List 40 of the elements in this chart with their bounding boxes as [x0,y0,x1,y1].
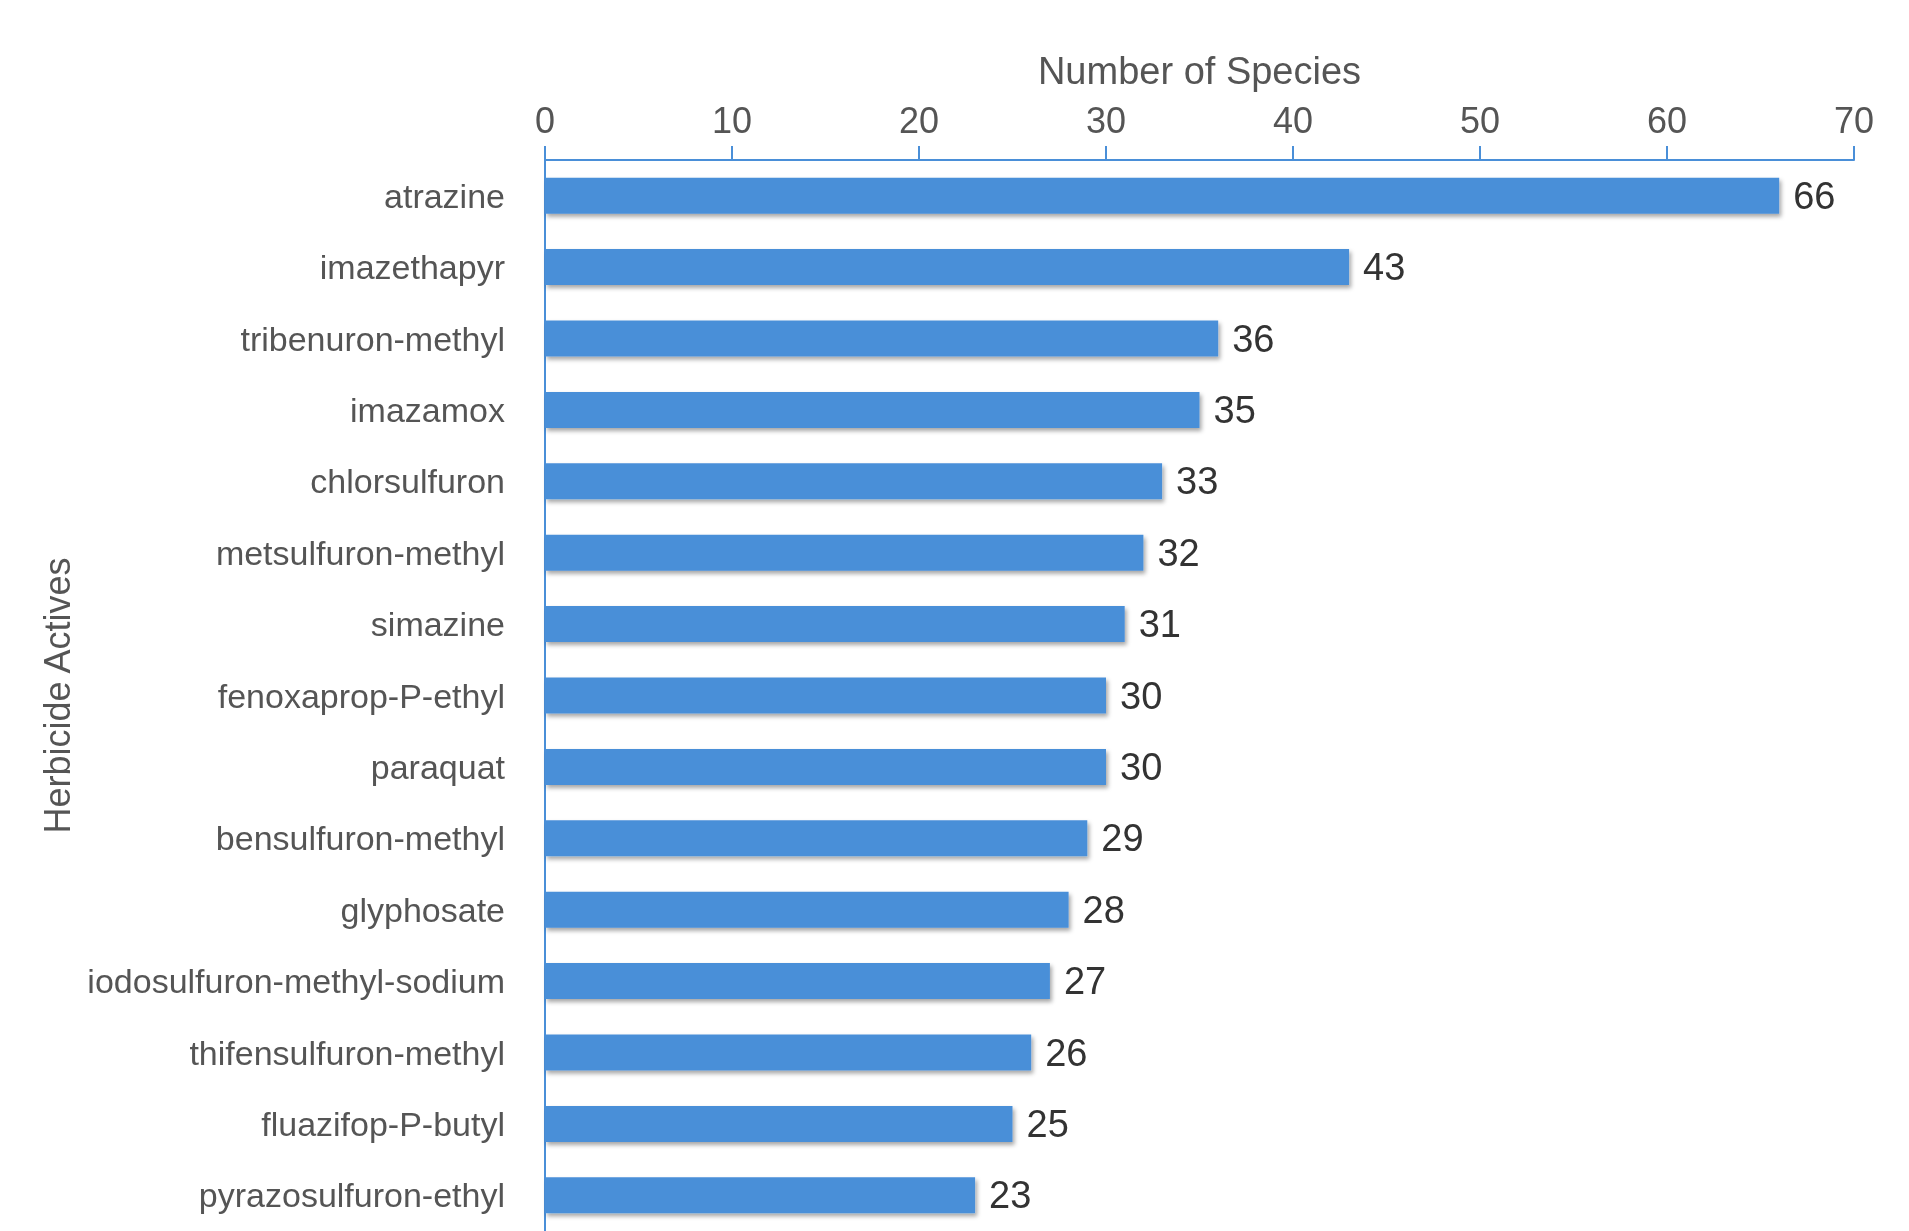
y-tick-label: tribenuron-methyl [240,319,505,358]
x-tick-label: 30 [1085,99,1127,141]
data-label: 29 [1101,817,1144,860]
x-tick-label: 10 [711,99,753,141]
y-tick-label: thifensulfuron-methyl [189,1033,505,1072]
x-tick-label: 70 [1833,99,1875,141]
y-tick-label: paraquat [370,747,506,786]
y-tick-label: pyrazosulfuron-ethyl [198,1176,505,1215]
y-tick-label: simazine [370,605,505,644]
x-tick-label: 50 [1459,99,1501,141]
data-label: 31 [1138,603,1181,646]
y-tick-label: fluazifop-P-butyl [261,1104,505,1143]
data-label: 43 [1363,246,1406,289]
data-label: 23 [989,1174,1032,1217]
data-label: 66 [1793,174,1836,217]
data-label: 36 [1232,317,1275,360]
y-tick-label: glyphosate [340,890,505,929]
y-tick-label: imazamox [350,390,505,429]
data-label: 32 [1157,531,1200,574]
data-label: 26 [1045,1031,1088,1074]
data-label: 28 [1082,888,1125,931]
y-tick-label: fenoxaprop-P-ethyl [217,676,505,715]
x-tick-label: 20 [898,99,940,141]
x-axis-title: Number of Species [1037,50,1362,92]
data-label: 30 [1120,745,1163,788]
y-tick-label: bensulfuron-methyl [215,819,505,858]
x-tick-label: 40 [1272,99,1314,141]
data-label: 25 [1026,1102,1069,1145]
y-tick-label: metsulfuron-methyl [215,533,505,572]
x-tick-label: 0 [534,99,556,141]
y-axis-title: Herbicide Actives [36,557,78,834]
data-label: 27 [1063,960,1107,1003]
x-tick-label: 60 [1646,99,1688,141]
data-label: 33 [1176,460,1219,503]
y-tick-label: imazethapyr [319,248,505,287]
y-tick-label: iodosulfuron-methyl-sodium [87,962,505,1001]
data-label: 35 [1213,388,1256,431]
y-tick-label: chlorsulfuron [310,462,505,501]
data-label: 30 [1120,674,1163,717]
y-tick-label: atrazine [384,176,505,215]
